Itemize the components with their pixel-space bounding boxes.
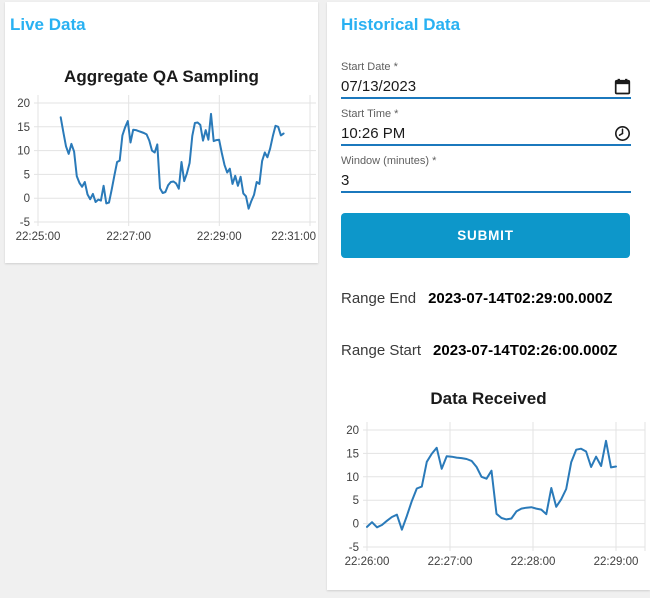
svg-text:10: 10: [346, 472, 359, 484]
svg-text:22:27:00: 22:27:00: [428, 556, 473, 568]
historical-chart-title: Data Received: [430, 389, 547, 408]
svg-text:15: 15: [346, 448, 359, 460]
svg-text:0: 0: [353, 519, 359, 531]
historical-data-panel: Historical Data Start Date * 07/13/2023 …: [327, 2, 650, 590]
start-date-label: Start Date *: [341, 61, 398, 73]
range-start-row: Range Start 2023-07-14T02:26:00.000Z: [341, 341, 650, 361]
submit-button[interactable]: SUBMIT: [341, 213, 630, 258]
svg-text:-5: -5: [20, 217, 30, 229]
svg-text:10: 10: [17, 146, 30, 158]
svg-text:20: 20: [17, 98, 30, 110]
range-end-value: 2023-07-14T02:29:00.000Z: [428, 290, 613, 307]
start-date-input[interactable]: 07/13/2023: [341, 77, 417, 95]
svg-text:5: 5: [24, 169, 30, 181]
start-time-input[interactable]: 10:26 PM: [341, 124, 406, 142]
svg-text:5: 5: [353, 495, 359, 507]
range-end-row: Range End 2023-07-14T02:29:00.000Z: [341, 289, 650, 309]
historical-chart: -5 0 5 10 15 20 22:26:00 22:27:00 22:28:00 22:29:…: [345, 422, 646, 568]
range-start-label: Range Start: [341, 342, 422, 359]
range-end-label: Range End: [341, 290, 417, 307]
live-panel-title: Live Data: [10, 15, 86, 34]
svg-text:22:25:00: 22:25:00: [16, 231, 61, 243]
live-chart-title: Aggregate QA Sampling: [64, 67, 259, 86]
svg-text:22:26:00: 22:26:00: [345, 556, 390, 568]
svg-text:22:27:00: 22:27:00: [106, 231, 151, 243]
start-time-label: Start Time *: [341, 108, 399, 120]
start-date-field: Start Date * 07/13/2023: [341, 61, 631, 99]
range-start-value: 2023-07-14T02:26:00.000Z: [433, 342, 618, 359]
svg-text:22:29:00: 22:29:00: [197, 231, 242, 243]
svg-text:22:31:00: 22:31:00: [271, 231, 316, 243]
historical-panel-title: Historical Data: [341, 15, 461, 34]
window-minutes-field: Window (minutes) * 3: [341, 155, 631, 193]
clock-icon[interactable]: [614, 125, 631, 142]
svg-text:-5: -5: [349, 542, 359, 554]
window-minutes-input[interactable]: 3: [341, 171, 350, 189]
svg-text:20: 20: [346, 425, 359, 437]
svg-text:22:28:00: 22:28:00: [511, 556, 556, 568]
start-time-field: Start Time * 10:26 PM: [341, 108, 631, 146]
live-chart: -5 0 5 10 15 20 22:25:00 22:27:00 22:29:00 22:31:…: [16, 95, 316, 243]
svg-text:22:29:00: 22:29:00: [594, 556, 639, 568]
svg-text:0: 0: [24, 193, 30, 205]
calendar-icon[interactable]: [614, 78, 631, 95]
svg-text:15: 15: [17, 122, 30, 134]
live-data-panel: Live Data Aggregate QA Sampling -5 0 5 10 15…: [5, 2, 318, 263]
window-minutes-label: Window (minutes) *: [341, 155, 437, 167]
